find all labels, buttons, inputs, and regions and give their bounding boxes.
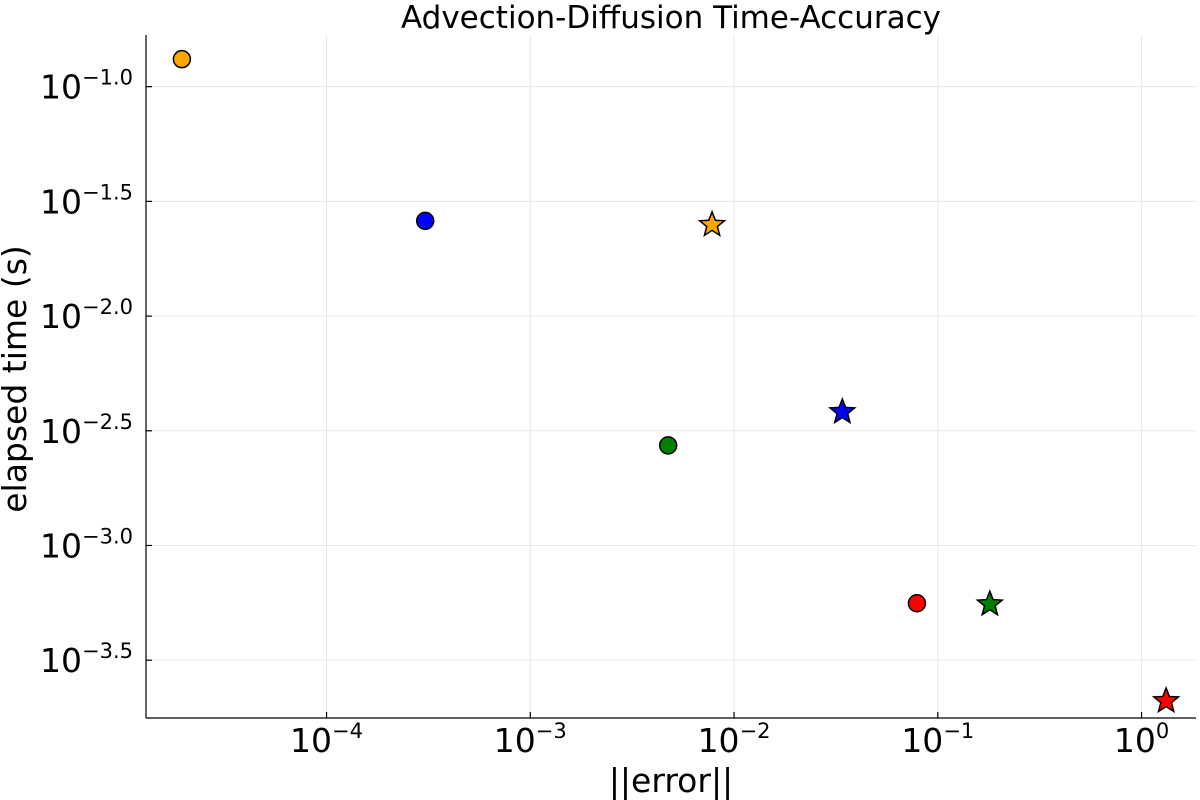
y-tick-label: 10−3.0: [40, 524, 133, 565]
circle-marker: [172, 49, 192, 69]
chart-title: Advection-Diffusion Time-Accuracy: [401, 0, 941, 36]
tick-labels: 10−4 10−3 10−2 10−1 100 10−1.0 10−1.5 10−2.0 10−…: [40, 66, 1169, 760]
y-axis-label: elapsed time (s): [0, 245, 34, 513]
circle-marker: [415, 211, 435, 231]
x-tick-label: 100: [1114, 719, 1169, 760]
x-tick-label: 10−1: [901, 719, 974, 760]
y-tick-label: 10−3.5: [40, 639, 133, 680]
x-tick-label: 10−2: [698, 719, 771, 760]
y-tick-label: 10−2.5: [40, 410, 133, 451]
y-tick-label: 10−1.5: [40, 180, 133, 221]
x-axis-label: ||error||: [609, 761, 733, 800]
data-points: [172, 49, 1181, 714]
star-marker: [697, 209, 727, 237]
y-tick-label: 10−1.0: [40, 66, 133, 107]
star-marker: [975, 589, 1005, 617]
star-marker: [828, 396, 857, 425]
grid-lines: [146, 35, 1196, 718]
x-tick-label: 10−4: [290, 719, 363, 760]
circle-marker: [658, 436, 678, 455]
axes: [145, 35, 1196, 719]
x-tick-label: 10−3: [494, 719, 567, 760]
star-marker: [1151, 685, 1181, 714]
y-tick-label: 10−2.0: [40, 295, 133, 336]
circle-marker: [907, 594, 927, 613]
